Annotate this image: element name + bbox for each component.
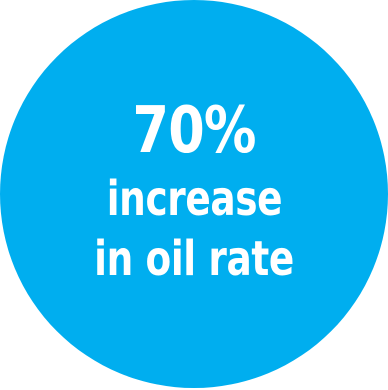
stat-caption-line-2: in oil rate (94, 231, 294, 287)
stat-value: 70% (132, 94, 256, 168)
stat-caption-line-1: increase (106, 171, 282, 227)
